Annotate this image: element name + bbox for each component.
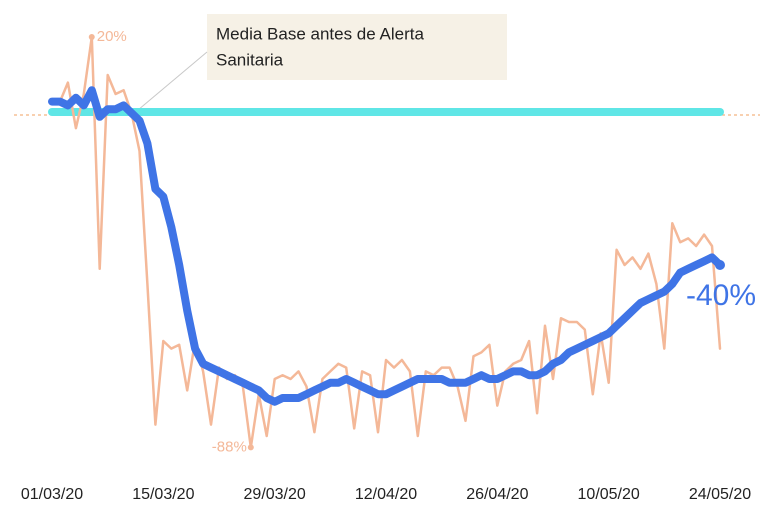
series-line (50, 35, 722, 449)
x-tick-label: 15/03/20 (132, 486, 194, 503)
value-label: 20% (97, 28, 127, 45)
x-tick-label: 01/03/20 (21, 486, 83, 503)
annotation-text: Sanitaria (216, 50, 284, 69)
annotation-text: Media Base antes de Alerta (216, 24, 424, 43)
annotation-box (207, 14, 507, 80)
end-point (715, 260, 725, 270)
series-line (48, 86, 724, 406)
x-tick-label: 24/05/20 (689, 486, 751, 503)
value-label: -88% (212, 438, 247, 455)
x-tick-label: 10/05/20 (578, 486, 640, 503)
x-tick-label: 12/04/20 (355, 486, 417, 503)
point-marker (247, 444, 254, 451)
x-tick-label: 26/04/20 (466, 486, 528, 503)
value-label: -40% (686, 279, 756, 312)
annotation-leader (137, 51, 208, 111)
point-marker (88, 34, 95, 40)
x-tick-label: 29/03/20 (244, 486, 306, 503)
